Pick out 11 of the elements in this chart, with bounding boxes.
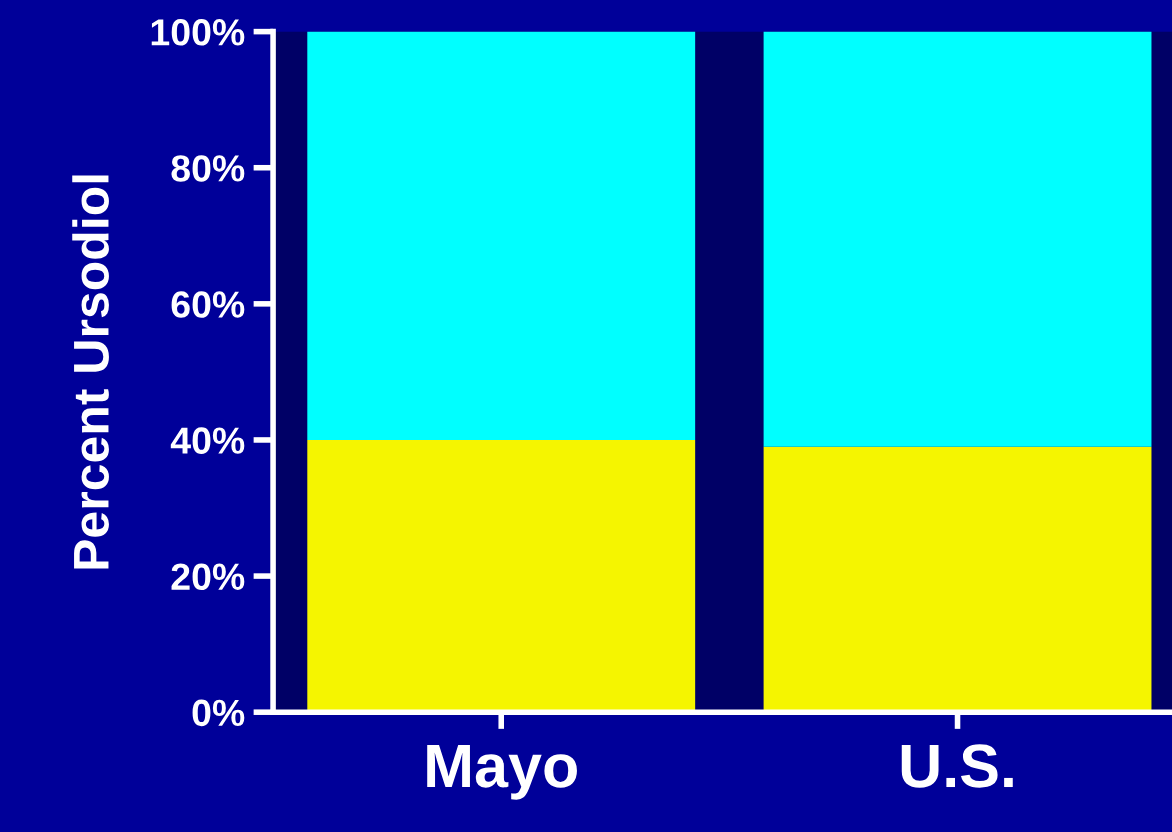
bar [763,31,1152,447]
x-tick-label: U.S. [901,744,1013,788]
y-tick-label: 60% [171,291,245,318]
x-tick-label: Mayo [427,744,577,800]
y-tick-label: 40% [170,427,245,454]
y-tick-label: 0% [192,699,245,727]
y-tick-label: 20% [171,563,245,591]
bar [307,31,696,440]
y-tick-label: 80% [171,155,245,182]
y-tick-label: 100% [151,19,245,46]
y-axis-title: Percent Ursodiol [72,175,109,569]
